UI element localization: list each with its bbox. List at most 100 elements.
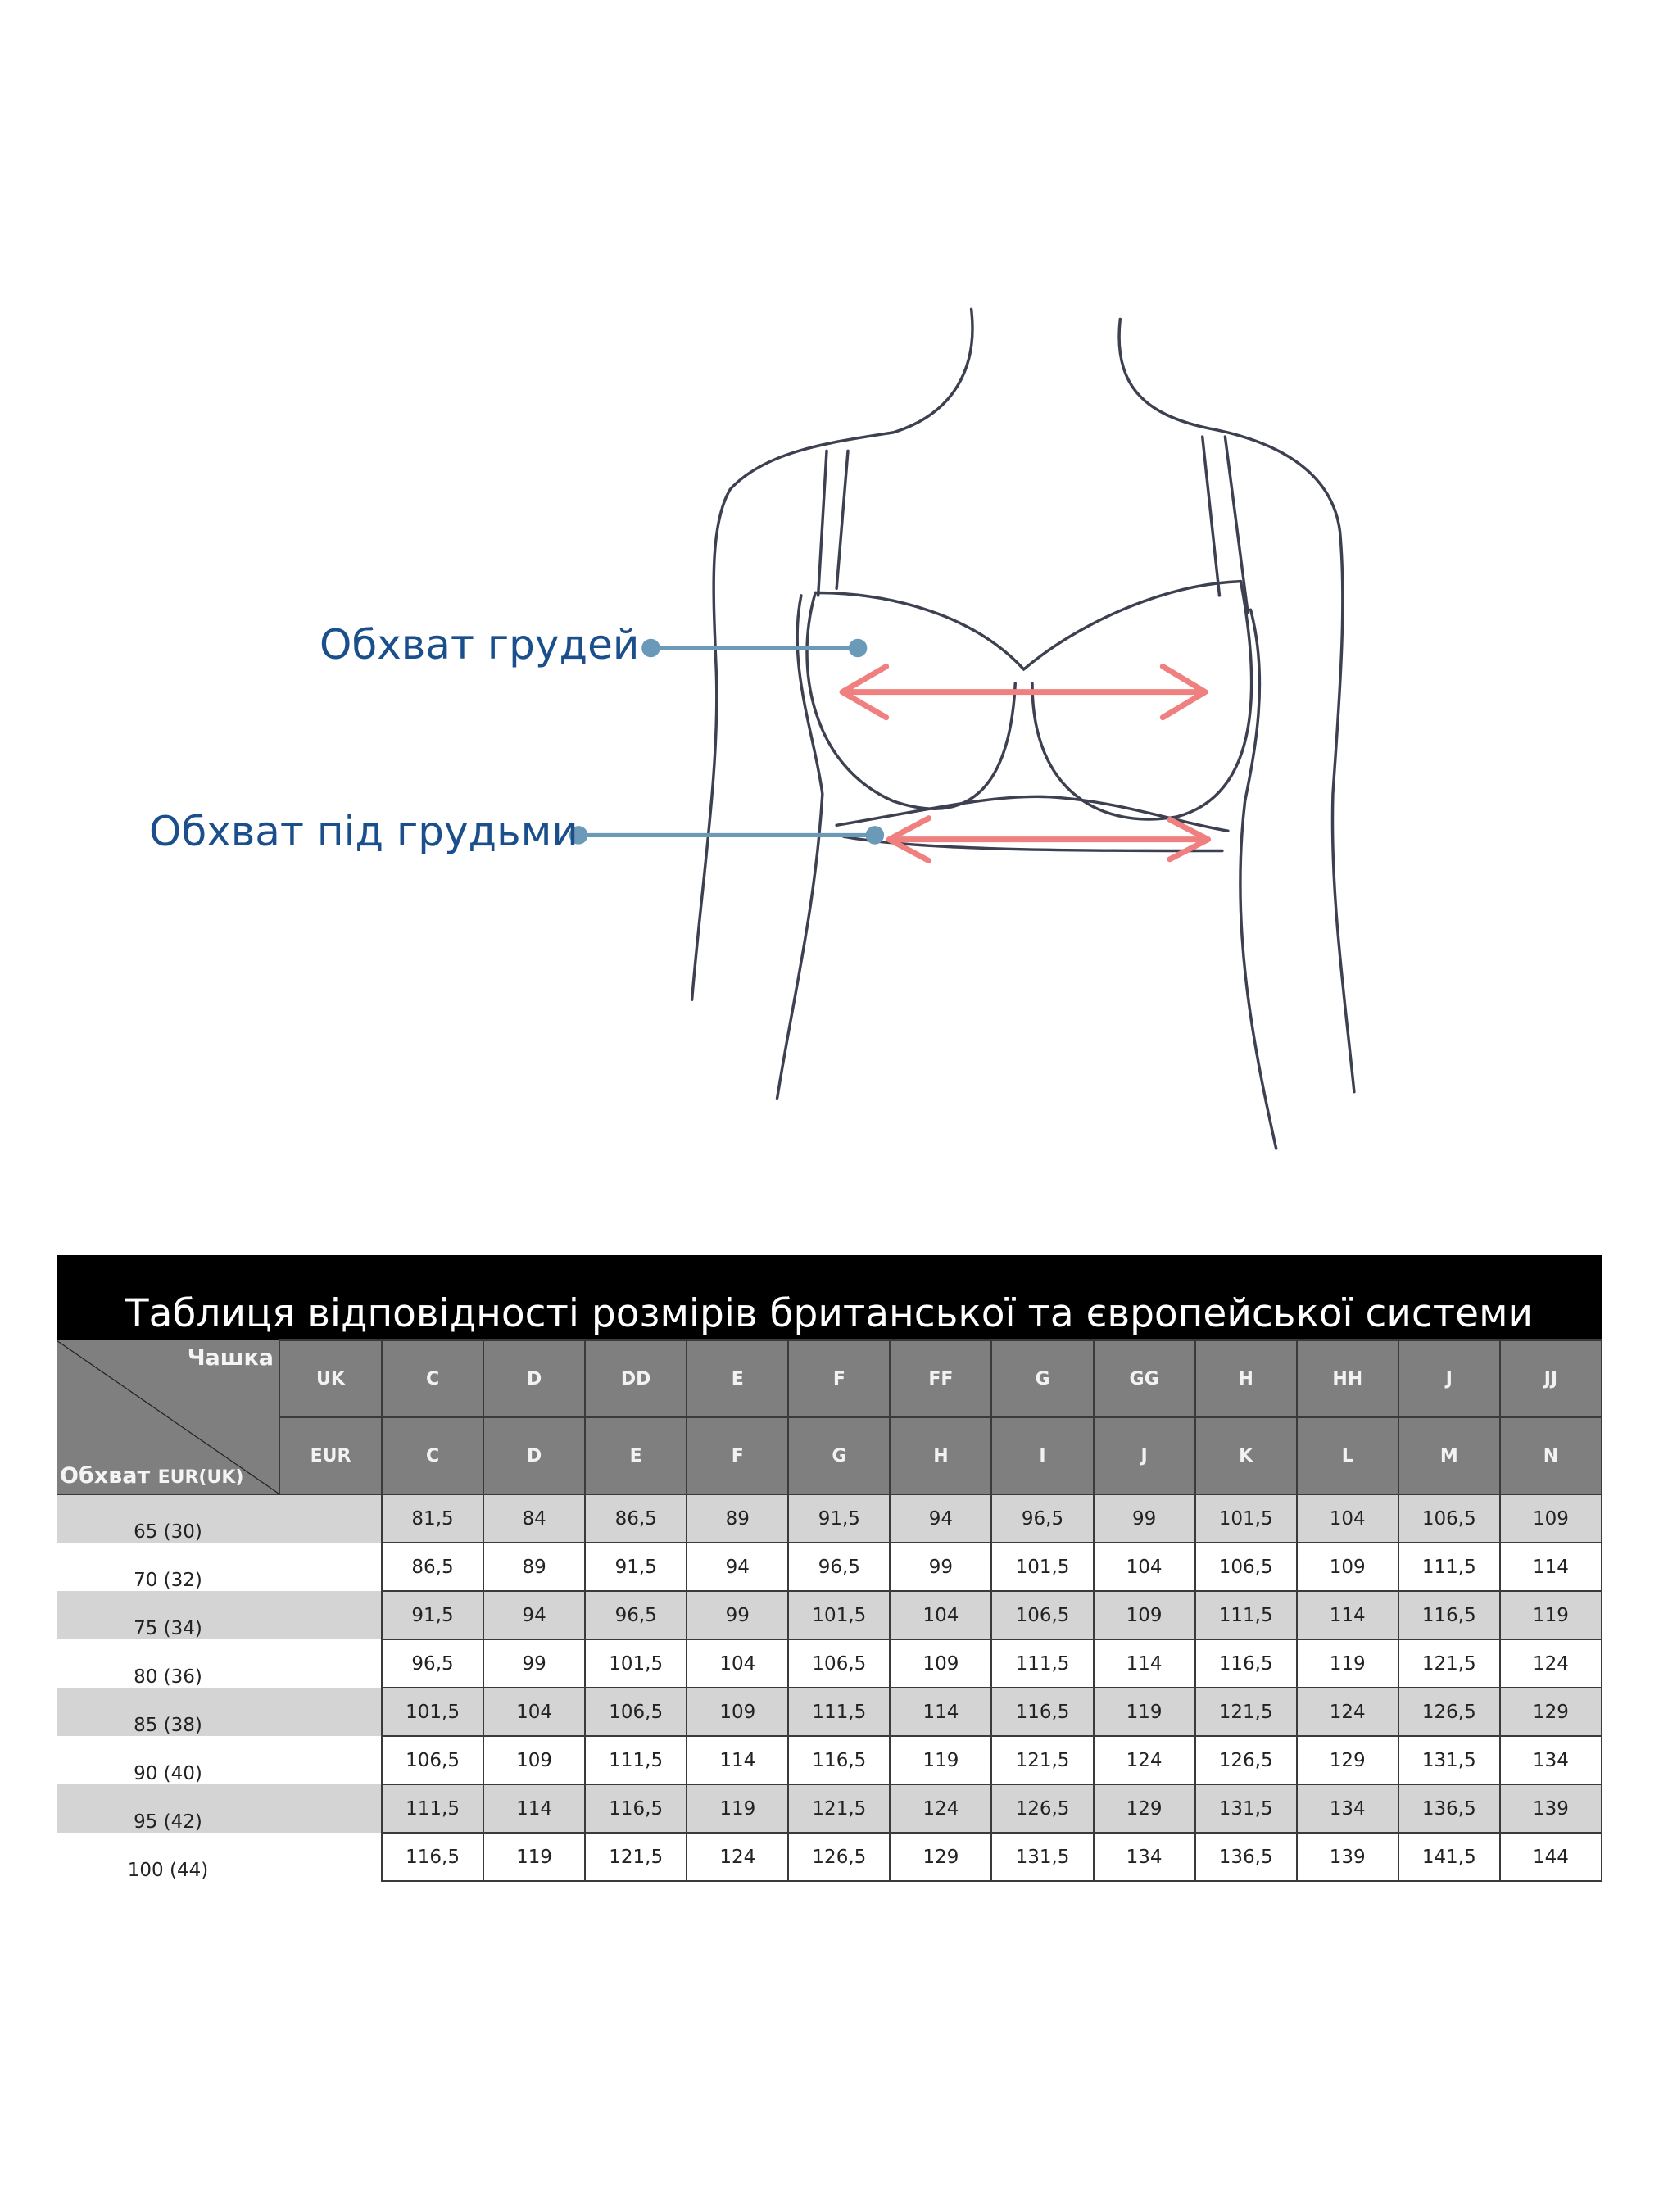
band-size: 100 (44) — [57, 1833, 279, 1881]
band-size: 70 (32) — [57, 1543, 279, 1591]
bust-value: 89 — [483, 1542, 587, 1592]
bust-value: 129 — [1295, 1735, 1399, 1785]
uk-cup-header: J — [1397, 1339, 1501, 1418]
table-row: 90 (40) 106,5 109 111,5 114 116,5 119 121,5 124 1… — [57, 1735, 1603, 1785]
bust-value: 126,5 — [1194, 1735, 1298, 1785]
bust-label: Обхват грудей — [320, 621, 640, 669]
band-size: 90 (40) — [57, 1736, 279, 1784]
eur-cup-header: L — [1295, 1416, 1399, 1495]
eur-label: EUR — [279, 1416, 383, 1495]
bust-value: 89 — [686, 1494, 790, 1543]
spacer-cell — [279, 1736, 383, 1784]
bust-value: 134 — [1295, 1784, 1399, 1834]
table-row: 95 (42) 111,5 114 116,5 119 121,5 124 126,5 129 1… — [57, 1784, 1603, 1834]
label-leaders — [569, 638, 885, 845]
bust-value: 111,5 — [584, 1735, 688, 1785]
bust-value: 99 — [686, 1590, 790, 1640]
bust-value: 91,5 — [787, 1494, 891, 1543]
bust-value: 101,5 — [584, 1639, 688, 1688]
bust-value: 114 — [483, 1784, 587, 1834]
bust-value: 114 — [1498, 1542, 1603, 1592]
bust-value: 104 — [1092, 1542, 1196, 1592]
eur-cup-header: G — [787, 1416, 891, 1495]
table-row: 65 (30) 81,5 84 86,5 89 91,5 94 96,5 99 101,5 104 1… — [57, 1494, 1603, 1543]
uk-label: UK — [279, 1339, 383, 1418]
band-size: 80 (36) — [57, 1639, 279, 1688]
measure-arrows — [839, 664, 1212, 864]
bust-value: 99 — [1092, 1494, 1196, 1543]
bust-value: 124 — [1295, 1687, 1399, 1737]
bust-value: 101,5 — [1194, 1494, 1298, 1543]
bust-value: 131,5 — [1194, 1784, 1298, 1834]
spacer-cell — [279, 1591, 383, 1639]
bust-value: 144 — [1498, 1832, 1603, 1882]
eur-cup-header: H — [889, 1416, 993, 1495]
bust-value: 114 — [686, 1735, 790, 1785]
bust-value: 109 — [483, 1735, 587, 1785]
table-row: 70 (32) 86,5 89 91,5 94 96,5 99 101,5 104 106,5 10… — [57, 1542, 1603, 1592]
bust-value: 116,5 — [990, 1687, 1095, 1737]
girth-heading-unit: EUR(UK) — [157, 1467, 244, 1488]
girth-heading-text: Обхват — [60, 1463, 151, 1489]
bust-value: 101,5 — [380, 1687, 485, 1737]
bust-value: 121,5 — [1194, 1687, 1298, 1737]
bust-value: 139 — [1498, 1784, 1603, 1834]
bust-value: 124 — [1498, 1639, 1603, 1688]
bust-value: 94 — [889, 1494, 993, 1543]
band-size: 85 (38) — [57, 1688, 279, 1736]
bust-value: 131,5 — [990, 1832, 1095, 1882]
table-title: Таблиця відповідності розмірів британськ… — [57, 1255, 1602, 1340]
bust-value: 124 — [686, 1832, 790, 1882]
bust-value: 111,5 — [1194, 1590, 1298, 1640]
uk-cup-header: FF — [889, 1339, 993, 1418]
bust-value: 109 — [1092, 1590, 1196, 1640]
bust-value: 139 — [1295, 1832, 1399, 1882]
bust-value: 109 — [1295, 1542, 1399, 1592]
eur-cup-header: K — [1194, 1416, 1298, 1495]
bust-value: 91,5 — [584, 1542, 688, 1592]
bust-value: 119 — [889, 1735, 993, 1785]
spacer-cell — [279, 1639, 383, 1688]
uk-cup-header: G — [990, 1339, 1095, 1418]
bust-value: 131,5 — [1397, 1735, 1501, 1785]
bust-value: 91,5 — [380, 1590, 485, 1640]
eur-cup-header: N — [1498, 1416, 1603, 1495]
bust-value: 119 — [686, 1784, 790, 1834]
eur-cup-header: J — [1092, 1416, 1196, 1495]
spacer-cell — [279, 1784, 383, 1833]
girth-heading: Обхват EUR(UK) — [60, 1463, 243, 1489]
bust-value: 101,5 — [787, 1590, 891, 1640]
bust-value: 109 — [686, 1687, 790, 1737]
band-size: 95 (42) — [57, 1784, 279, 1833]
bust-value: 109 — [1498, 1494, 1603, 1543]
bust-value: 116,5 — [1397, 1590, 1501, 1640]
bust-value: 126,5 — [787, 1832, 891, 1882]
bust-value: 141,5 — [1397, 1832, 1501, 1882]
bust-value: 116,5 — [380, 1832, 485, 1882]
bust-value: 114 — [889, 1687, 993, 1737]
bust-value: 106,5 — [1194, 1542, 1298, 1592]
bust-value: 101,5 — [990, 1542, 1095, 1592]
uk-cup-header: JJ — [1498, 1339, 1603, 1418]
bust-value: 116,5 — [1194, 1639, 1298, 1688]
bust-value: 124 — [1092, 1735, 1196, 1785]
underbust-label: Обхват під грудьми — [149, 808, 578, 855]
bust-value: 136,5 — [1397, 1784, 1501, 1834]
bust-value: 111,5 — [1397, 1542, 1501, 1592]
table-row: 80 (36) 96,5 99 101,5 104 106,5 109 111,5 114 116… — [57, 1639, 1603, 1688]
bust-value: 104 — [889, 1590, 993, 1640]
bust-value: 129 — [889, 1832, 993, 1882]
table-row: 100 (44) 116,5 119 121,5 124 126,5 129 131,5 134… — [57, 1832, 1603, 1882]
bust-value: 121,5 — [1397, 1639, 1501, 1688]
bust-value: 134 — [1498, 1735, 1603, 1785]
bust-value: 94 — [686, 1542, 790, 1592]
band-size: 75 (34) — [57, 1591, 279, 1639]
eur-cup-header: E — [584, 1416, 688, 1495]
uk-cup-header: F — [787, 1339, 891, 1418]
bust-value: 96,5 — [787, 1542, 891, 1592]
band-size: 65 (30) — [57, 1494, 279, 1543]
body-outline — [690, 307, 1356, 1150]
bust-value: 111,5 — [990, 1639, 1095, 1688]
size-conversion-table: Таблиця відповідності розмірів британськ… — [57, 1255, 1603, 1882]
